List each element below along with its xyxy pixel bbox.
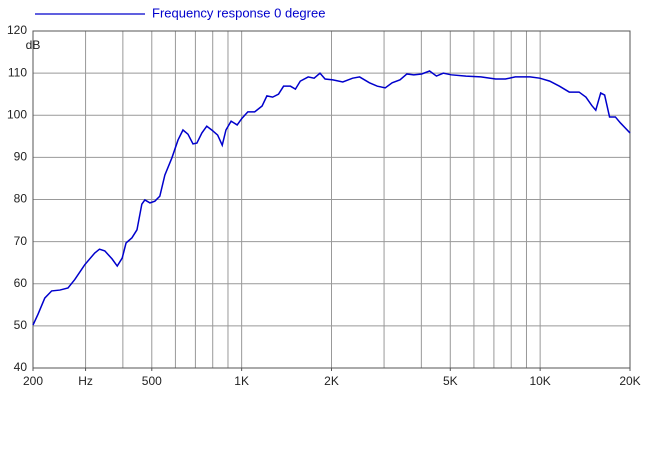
x-tick-label: 1K <box>234 374 249 388</box>
x-tick-label: 20K <box>619 374 640 388</box>
x-tick-label: 2K <box>324 374 339 388</box>
legend-label: Frequency response 0 degree <box>152 5 325 20</box>
y-tick-label: 40 <box>14 360 28 374</box>
line-series <box>32 70 631 326</box>
y-tick-label: 70 <box>14 234 28 248</box>
y-tick-label: 110 <box>8 65 27 79</box>
x-tick-label: 5K <box>443 374 458 388</box>
x-tick-label: 500 <box>142 374 162 388</box>
y-tick-label: 100 <box>7 107 27 121</box>
x-tick-label: Hz <box>78 374 93 388</box>
y-tick-label: 120 <box>7 23 27 37</box>
y-tick-label: 80 <box>14 192 28 206</box>
y-tick-label: 90 <box>14 150 28 164</box>
y-tick-label: 50 <box>14 318 28 332</box>
x-tick-label: 10K <box>529 374 550 388</box>
x-tick-label: 200 <box>23 374 43 388</box>
y-tick-label: 60 <box>14 276 28 290</box>
